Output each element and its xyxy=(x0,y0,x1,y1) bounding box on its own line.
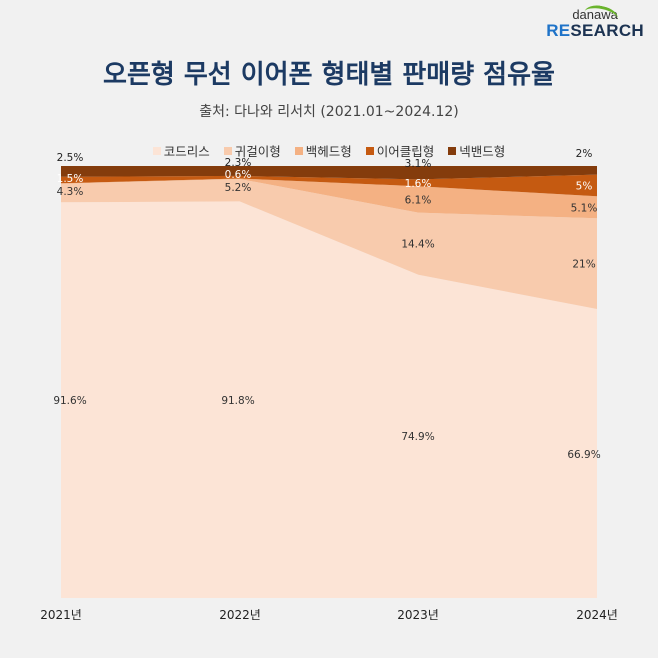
legend-item: 이어클립형 xyxy=(365,141,434,160)
data-label: 5.2% xyxy=(225,182,252,194)
x-tick-label: 2024년 xyxy=(576,608,618,622)
data-label: 21% xyxy=(572,259,595,271)
x-tick-label: 2023년 xyxy=(397,608,439,622)
legend-swatch xyxy=(223,146,232,155)
data-label: 1.6% xyxy=(405,178,432,190)
data-label: 74.9% xyxy=(401,431,434,443)
data-label: 0.6% xyxy=(225,169,252,181)
danawa-research-logo: danawa RESEARCH xyxy=(546,2,644,40)
chart-legend: 코드리스 귀걸이형 백헤드형 이어클립형 넥밴드형 xyxy=(0,141,658,160)
legend-swatch xyxy=(152,146,161,155)
logo-top-text: danawa xyxy=(546,2,644,29)
legend-item: 코드리스 xyxy=(152,141,210,160)
data-label: 5% xyxy=(576,180,593,192)
data-label: 91.6% xyxy=(53,395,86,407)
data-label: 4.3% xyxy=(57,186,84,198)
legend-swatch xyxy=(365,146,374,155)
legend-swatch xyxy=(448,146,457,155)
data-label: 6.1% xyxy=(405,194,432,206)
area-4 xyxy=(61,174,597,197)
area-2 xyxy=(61,178,597,309)
legend-item: 넥밴드형 xyxy=(448,141,505,160)
data-label: 2.3% xyxy=(225,157,252,169)
data-label: 3.1% xyxy=(405,158,432,170)
x-tick-label: 2021년 xyxy=(40,608,82,622)
chart-subtitle: 출처: 다나와 리서치 (2021.01~2024.12) xyxy=(199,104,459,120)
logo-bottom-text: RESEARCH xyxy=(546,21,644,40)
area-1 xyxy=(61,201,597,598)
x-tick-label: 2022년 xyxy=(219,608,261,622)
legend-swatch xyxy=(294,146,303,155)
data-label: 1.5% xyxy=(57,173,84,185)
legend-item: 귀걸이형 xyxy=(223,141,281,160)
area-5 xyxy=(61,166,597,180)
area-3 xyxy=(61,178,597,219)
data-label: 5.1% xyxy=(571,202,598,214)
legend-item: 백헤드형 xyxy=(294,141,352,160)
data-label: 91.8% xyxy=(221,395,254,407)
data-label: 66.9% xyxy=(567,449,600,461)
chart-title: 오픈형 무선 이어폰 형태별 판매량 점유율 xyxy=(103,60,555,90)
data-label: 14.4% xyxy=(401,239,434,251)
data-label: 2% xyxy=(576,148,593,160)
data-label: 2.5% xyxy=(57,152,84,164)
